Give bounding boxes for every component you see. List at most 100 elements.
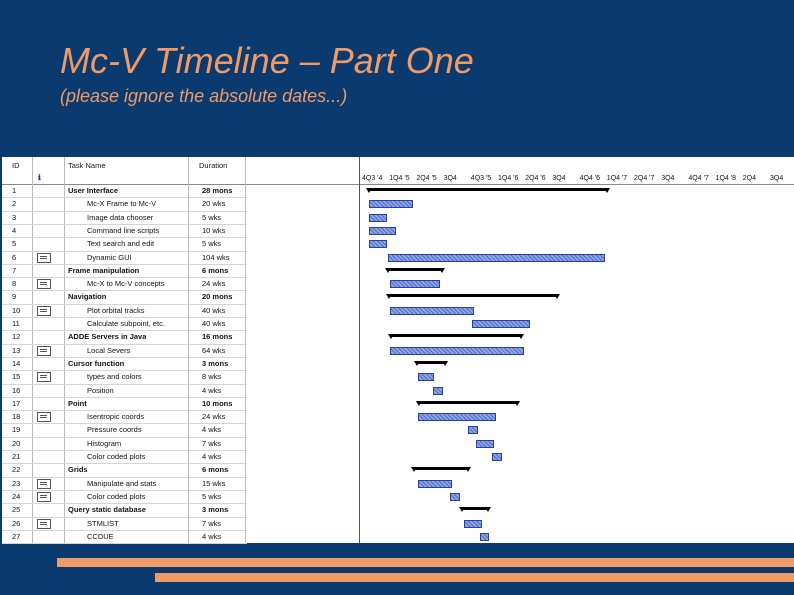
- row-divider: [2, 476, 247, 478]
- timeline-label: 3Q4: [661, 175, 675, 182]
- task-table: ID Task Name Duration ℹ 1 User Interface 2…: [2, 157, 360, 545]
- task-name: CCDUE: [87, 531, 114, 541]
- note-indicator-icon: [37, 252, 51, 263]
- row-divider: [2, 503, 247, 505]
- task-name: User Interface: [68, 186, 119, 195]
- task-bar: [390, 280, 440, 289]
- task-duration: 6 mons: [202, 265, 229, 275]
- summary-bar: [385, 267, 445, 273]
- timeline-label: 1Q4 '8: [715, 175, 736, 182]
- task-id: 19: [12, 425, 21, 435]
- task-bar: [418, 413, 496, 422]
- task-bar: [468, 426, 478, 435]
- col-sep-3: [188, 157, 189, 543]
- task-bar: [418, 373, 434, 382]
- task-duration: 104 wks: [202, 252, 230, 262]
- task-duration: 40 wks: [202, 319, 226, 328]
- summary-bar: [388, 334, 524, 340]
- task-duration: 4 wks: [202, 385, 222, 395]
- row-divider: [2, 396, 247, 398]
- task-duration: 64 wks: [202, 345, 226, 355]
- task-bar: [480, 532, 489, 541]
- task-name: Pressure coords: [87, 425, 142, 435]
- timeline-label: 1Q4 '6: [498, 175, 519, 182]
- task-duration: 7 wks: [202, 518, 222, 528]
- task-bar: [390, 346, 524, 355]
- timeline-label: 2Q4 '5: [416, 175, 437, 182]
- timeline-label: 2Q4 '6: [525, 175, 546, 182]
- info-icon: ℹ: [38, 173, 41, 182]
- slide-title: Mc-V Timeline – Part One: [60, 40, 474, 81]
- decorative-stripe: [57, 558, 794, 567]
- row-divider: [2, 463, 247, 465]
- task-name: Query static database: [68, 505, 146, 515]
- task-duration: 10 mons: [202, 398, 233, 408]
- task-id: 7: [12, 265, 17, 275]
- task-bar: [369, 200, 413, 209]
- col-sep-2: [64, 157, 65, 543]
- task-duration: 4 wks: [202, 531, 222, 541]
- task-duration: 28 mons: [202, 186, 233, 195]
- task-duration: 8 wks: [202, 372, 222, 382]
- gantt-chart-screenshot: ID Task Name Duration ℹ 1 User Interface 2…: [2, 157, 794, 545]
- timeline-label: 3Q4: [770, 175, 784, 182]
- header-duration: Duration: [199, 161, 228, 170]
- task-name: Position: [87, 385, 114, 395]
- task-duration: 5 wks: [202, 491, 222, 501]
- row-divider: [2, 370, 247, 372]
- row-divider: [2, 356, 247, 358]
- note-indicator-icon: [37, 279, 51, 290]
- summary-bar: [366, 188, 610, 193]
- task-id: 22: [12, 465, 21, 475]
- row-divider: [2, 436, 247, 438]
- task-id: 18: [12, 412, 21, 422]
- timeline-label: 4Q3 '4: [362, 175, 383, 182]
- task-id: 26: [12, 518, 21, 528]
- task-id: 15: [12, 372, 21, 382]
- task-bar: [476, 439, 494, 448]
- task-duration: 24 wks: [202, 279, 226, 289]
- timeline-label: 2Q4: [742, 175, 757, 182]
- task-name: Text search and edit: [87, 239, 155, 249]
- timeline-label: 2Q4 '7: [634, 175, 655, 182]
- row-divider: [2, 543, 247, 545]
- task-duration: 7 wks: [202, 438, 222, 448]
- row-divider: [2, 330, 247, 332]
- timeline-label: 4Q4 '6: [579, 175, 600, 182]
- note-indicator-icon: [37, 412, 51, 423]
- note-indicator-icon: [37, 372, 51, 383]
- task-duration: 40 wks: [202, 305, 226, 315]
- row-divider: [2, 383, 247, 385]
- task-duration: 5 wks: [202, 212, 222, 222]
- summary-bar: [416, 400, 520, 406]
- task-duration: 4 wks: [202, 452, 222, 461]
- summary-bar: [386, 294, 560, 300]
- task-name: ADDE Servers in Java: [68, 332, 147, 342]
- task-id: 17: [12, 398, 21, 408]
- timeline-label: 3Q4: [552, 175, 566, 182]
- task-duration: 20 wks: [202, 199, 226, 209]
- task-name: types and colors: [87, 372, 142, 382]
- row-divider: [2, 516, 247, 518]
- header-id: ID: [12, 161, 20, 170]
- row-divider: [2, 223, 247, 225]
- task-name: Histogram: [87, 438, 122, 448]
- task-duration: 3 mons: [202, 505, 229, 515]
- row-divider: [2, 303, 247, 305]
- task-id: 2: [12, 199, 17, 209]
- task-duration: 3 mons: [202, 358, 229, 368]
- task-id: 16: [12, 385, 21, 395]
- task-name: Manipulate and stats: [87, 478, 157, 488]
- task-id: 24: [12, 491, 21, 501]
- task-duration: 16 mons: [202, 332, 233, 342]
- task-name: Cursor function: [68, 358, 125, 368]
- task-bar: [390, 306, 474, 315]
- row-divider: [2, 210, 247, 212]
- task-id: 1: [12, 186, 17, 195]
- task-name: STMLIST: [87, 518, 119, 528]
- task-id: 11: [12, 319, 20, 328]
- slide-subtitle: (please ignore the absolute dates...): [60, 86, 348, 106]
- task-name: Color coded plots: [87, 491, 146, 501]
- timeline-label: 1Q4 '5: [389, 175, 410, 182]
- row-divider: [2, 263, 247, 265]
